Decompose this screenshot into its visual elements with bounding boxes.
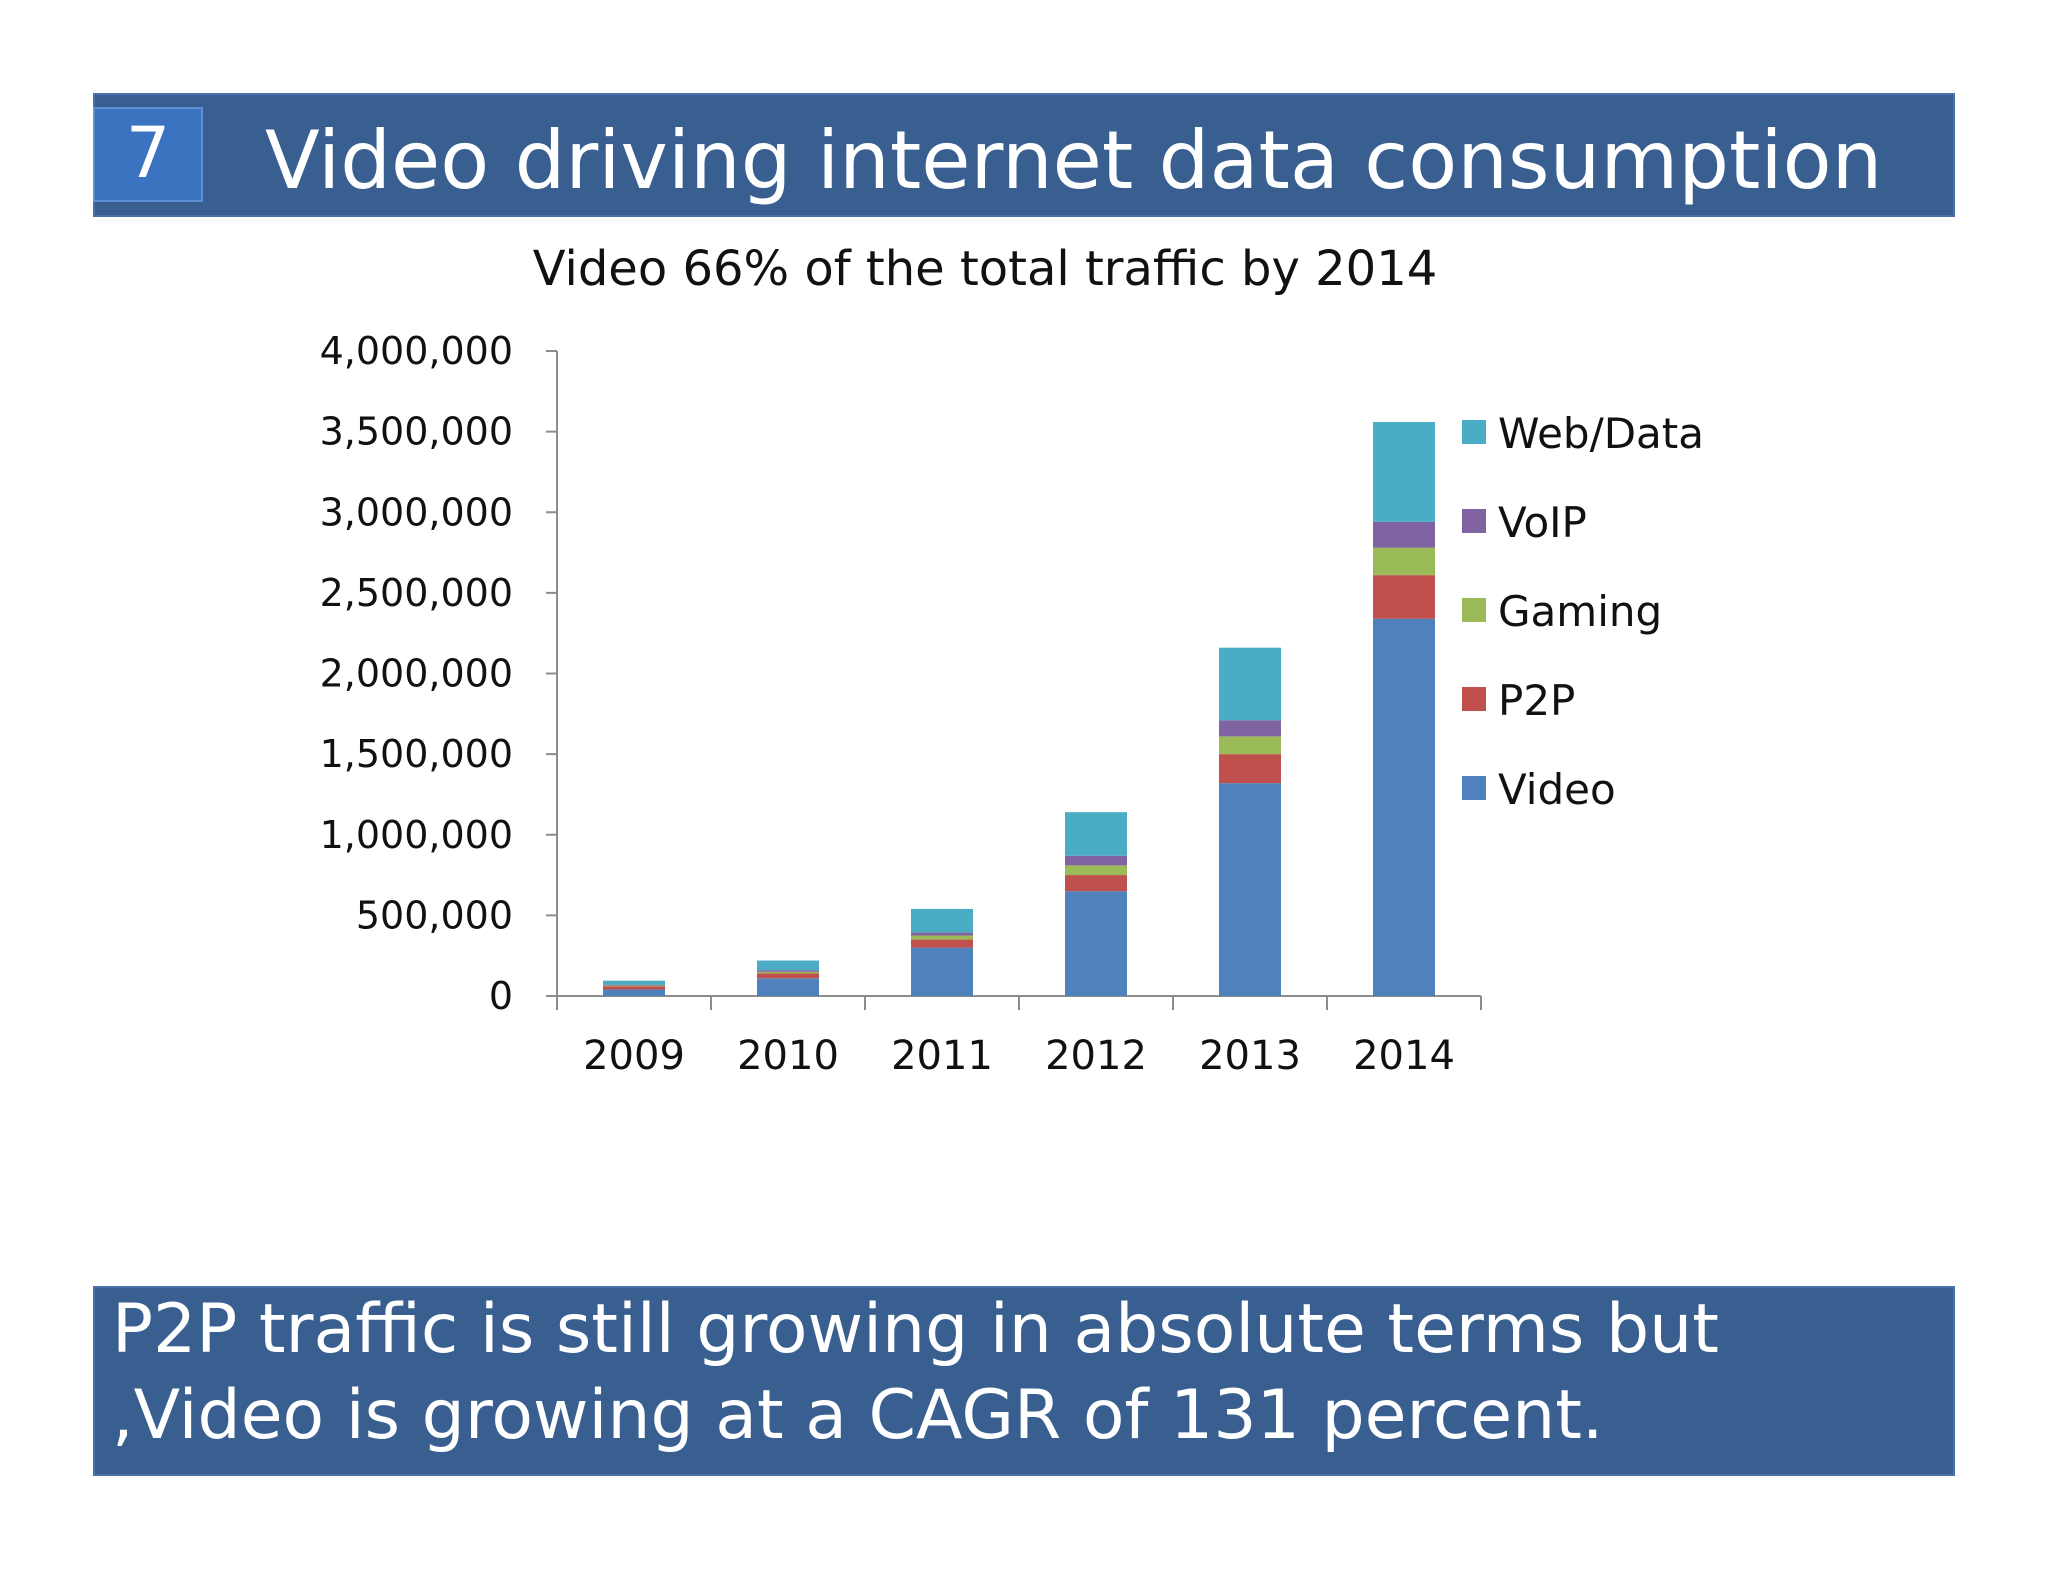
- legend-swatch: [1462, 598, 1486, 622]
- title-bar: [93, 93, 1955, 217]
- bar-segment: [757, 970, 819, 972]
- bar-segment: [603, 980, 665, 985]
- bar-segment: [603, 989, 665, 996]
- y-tick-label: 2,500,000: [320, 571, 513, 615]
- legend-label: Video: [1498, 765, 1616, 814]
- bar-segment: [911, 935, 973, 940]
- bar-segment: [1065, 812, 1127, 856]
- bar-segment: [603, 985, 665, 987]
- bar-segment: [757, 971, 819, 974]
- y-tick-label: 1,000,000: [320, 813, 513, 857]
- bar-segment: [603, 984, 665, 986]
- bar-segment: [1219, 720, 1281, 737]
- y-tick-label: 500,000: [356, 893, 513, 937]
- legend-label: P2P: [1498, 676, 1575, 725]
- chart-title: Video 66% of the total traffic by 2014: [533, 241, 1438, 297]
- bar-segment: [911, 932, 973, 936]
- bar-segment: [911, 908, 973, 933]
- y-tick-label: 4,000,000: [320, 329, 513, 373]
- legend-label: VoIP: [1498, 498, 1587, 547]
- y-tick-label: 2,000,000: [320, 652, 513, 696]
- bar-segment: [1373, 547, 1435, 576]
- bar-segment: [1065, 875, 1127, 892]
- legend-swatch: [1462, 776, 1486, 800]
- bar-segment: [1219, 736, 1281, 755]
- legend-swatch: [1462, 420, 1486, 444]
- x-tick-label: 2013: [1199, 1033, 1301, 1079]
- y-tick-label: 0: [489, 974, 513, 1018]
- slide-title: Video driving internet data consumption: [265, 114, 1883, 207]
- x-tick-label: 2009: [583, 1033, 685, 1079]
- bar-segment: [911, 939, 973, 948]
- legend-label: Web/Data: [1498, 409, 1704, 458]
- y-tick-label: 3,000,000: [320, 490, 513, 534]
- x-tick-label: 2012: [1045, 1033, 1147, 1079]
- legend-swatch: [1462, 687, 1486, 711]
- bar-segment: [1219, 647, 1281, 721]
- bar-segment: [1065, 865, 1127, 876]
- bar-segment: [1065, 855, 1127, 866]
- bar-segment: [757, 973, 819, 979]
- bar-segment: [603, 986, 665, 990]
- bar-segment: [757, 978, 819, 996]
- bar-segment: [1373, 521, 1435, 548]
- bar-segment: [1373, 618, 1435, 996]
- bar-segment: [1373, 575, 1435, 619]
- bar-segment: [1219, 783, 1281, 996]
- chart-container: Video 66% of the total traffic by 2014 0 5…: [0, 240, 2048, 1140]
- y-tick-label: 1,500,000: [320, 732, 513, 776]
- bar-segment: [1065, 891, 1127, 996]
- bar-segment: [911, 947, 973, 996]
- bar-segment: [757, 960, 819, 971]
- x-tick-label: 2011: [891, 1033, 993, 1079]
- footer-box: [93, 1286, 1955, 1476]
- slide-number: 7: [93, 107, 203, 202]
- legend-label: Gaming: [1498, 587, 1662, 636]
- footer-text: P2P traffic is still growing in absolute…: [112, 1290, 1719, 1455]
- x-tick-label: 2010: [737, 1033, 839, 1079]
- y-tick-label: 3,500,000: [320, 410, 513, 454]
- bar-segment: [1219, 754, 1281, 784]
- x-tick-label: 2014: [1353, 1033, 1455, 1079]
- stacked-bar-chart: Video 66% of the total traffic by 2014 0 5…: [320, 241, 1704, 1079]
- bar-segment: [1373, 421, 1435, 522]
- legend-swatch: [1462, 509, 1486, 533]
